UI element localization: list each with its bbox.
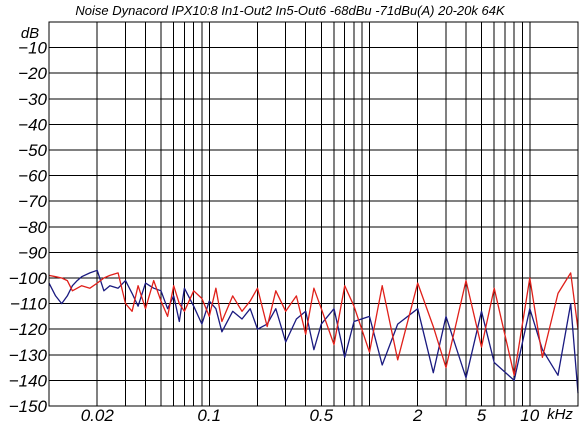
- y-tick-label: −40: [18, 115, 47, 134]
- x-tick-label: 0.1: [197, 406, 221, 424]
- y-tick-label: −120: [9, 320, 48, 339]
- x-tick-label: 2: [412, 406, 423, 424]
- x-axis-unit: kHz: [547, 406, 573, 423]
- plot-frame: [48, 21, 579, 407]
- y-tick-label: −50: [18, 141, 47, 160]
- y-tick-label: −20: [18, 64, 47, 83]
- x-tick-label: 0.02: [81, 406, 115, 424]
- y-tick-label: −30: [18, 90, 47, 109]
- y-tick-label: −140: [9, 371, 48, 390]
- y-tick-label: −130: [9, 346, 48, 365]
- y-tick-label: −10: [18, 39, 47, 58]
- y-tick-label: −90: [18, 243, 47, 262]
- y-tick-label: −80: [18, 218, 47, 237]
- chart-title: Noise Dynacord IPX10:8 In1-Out2 In5-Out6…: [75, 3, 506, 18]
- y-tick-label: −110: [10, 295, 48, 314]
- x-tick-label: 0.5: [309, 406, 333, 424]
- y-tick-label: −60: [18, 167, 47, 186]
- x-tick-labels: 0.02 0.1 0.5 2 5 10: [81, 406, 540, 424]
- y-axis-unit: dB: [21, 25, 39, 42]
- plot-area: [48, 269, 579, 394]
- grid: [48, 22, 579, 407]
- series-line-2: [48, 272, 579, 376]
- y-tick-label: −70: [18, 192, 47, 211]
- x-tick-label: 5: [477, 406, 487, 424]
- x-tick-label: 10: [520, 406, 539, 424]
- y-tick-labels: −10 −20 −30 −40 −50 −60 −70 −80 −90 −100 −110 −120 −…: [9, 39, 48, 416]
- series-line-1: [48, 269, 579, 394]
- y-tick-label: −150: [9, 397, 48, 416]
- y-tick-label: −100: [9, 269, 48, 288]
